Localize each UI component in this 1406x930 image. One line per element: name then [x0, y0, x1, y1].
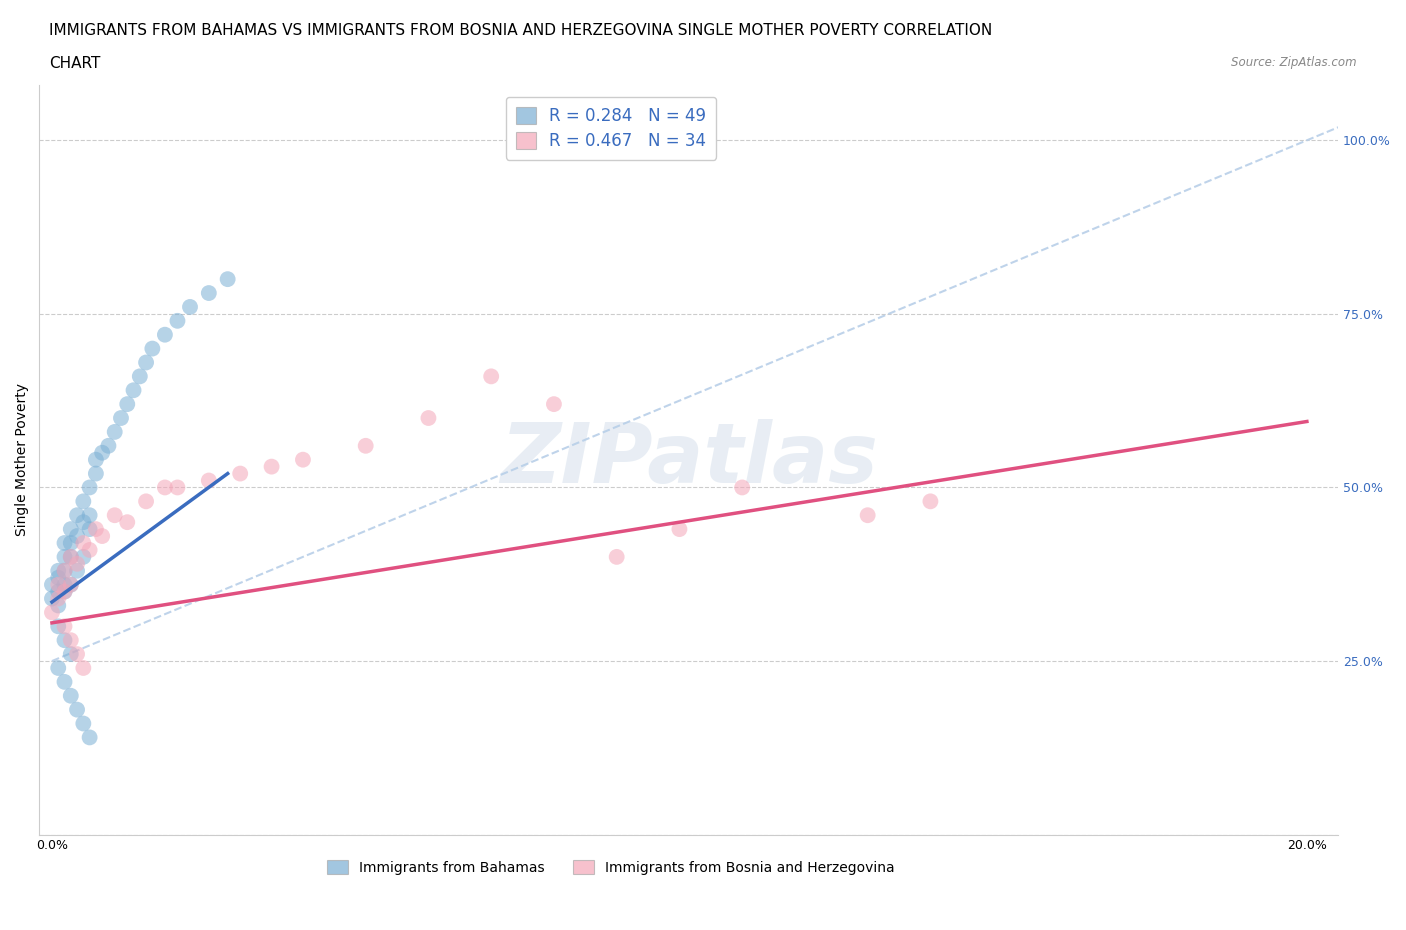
- Point: [72, 660, 94, 675]
- Text: IMMIGRANTS FROM BAHAMAS VS IMMIGRANTS FROM BOSNIA AND HERZEGOVINA SINGLE MOTHER : IMMIGRANTS FROM BAHAMAS VS IMMIGRANTS FR…: [49, 23, 993, 38]
- Point: [856, 508, 879, 523]
- Point: [153, 327, 176, 342]
- Point: [110, 410, 132, 425]
- Y-axis label: Single Mother Poverty: Single Mother Poverty: [15, 383, 30, 537]
- Point: [59, 522, 82, 537]
- Point: [84, 522, 107, 537]
- Point: [46, 598, 69, 613]
- Text: CHART: CHART: [49, 56, 101, 71]
- Point: [166, 313, 188, 328]
- Point: [291, 452, 314, 467]
- Point: [920, 494, 942, 509]
- Point: [41, 591, 63, 606]
- Point: [198, 286, 221, 300]
- Point: [135, 355, 157, 370]
- Point: [72, 514, 94, 529]
- Point: [79, 542, 101, 557]
- Point: [179, 299, 201, 314]
- Text: ZIPatlas: ZIPatlas: [501, 419, 877, 500]
- Point: [46, 570, 69, 585]
- Point: [122, 383, 145, 398]
- Point: [59, 550, 82, 565]
- Point: [46, 578, 69, 592]
- Point: [53, 632, 76, 647]
- Point: [59, 578, 82, 592]
- Point: [479, 369, 502, 384]
- Point: [59, 536, 82, 551]
- Point: [66, 508, 89, 523]
- Point: [59, 550, 82, 565]
- Point: [668, 522, 690, 537]
- Point: [731, 480, 754, 495]
- Point: [79, 480, 101, 495]
- Point: [418, 410, 440, 425]
- Point: [141, 341, 163, 356]
- Point: [128, 369, 150, 384]
- Point: [41, 578, 63, 592]
- Point: [91, 445, 114, 460]
- Point: [153, 480, 176, 495]
- Point: [66, 646, 89, 661]
- Point: [260, 459, 283, 474]
- Point: [72, 716, 94, 731]
- Point: [79, 522, 101, 537]
- Point: [59, 632, 82, 647]
- Point: [53, 564, 76, 578]
- Point: [66, 702, 89, 717]
- Point: [66, 556, 89, 571]
- Point: [72, 494, 94, 509]
- Point: [46, 564, 69, 578]
- Point: [97, 438, 120, 453]
- Point: [53, 674, 76, 689]
- Point: [46, 660, 69, 675]
- Point: [91, 528, 114, 543]
- Point: [543, 397, 565, 412]
- Point: [84, 466, 107, 481]
- Point: [59, 578, 82, 592]
- Point: [135, 494, 157, 509]
- Point: [606, 550, 628, 565]
- Point: [217, 272, 239, 286]
- Point: [66, 528, 89, 543]
- Point: [72, 550, 94, 565]
- Text: Source: ZipAtlas.com: Source: ZipAtlas.com: [1232, 56, 1357, 69]
- Point: [79, 508, 101, 523]
- Point: [59, 646, 82, 661]
- Point: [53, 618, 76, 633]
- Point: [53, 578, 76, 592]
- Point: [354, 438, 377, 453]
- Point: [53, 550, 76, 565]
- Point: [66, 564, 89, 578]
- Point: [46, 618, 69, 633]
- Point: [117, 397, 139, 412]
- Point: [59, 688, 82, 703]
- Point: [53, 536, 76, 551]
- Point: [229, 466, 252, 481]
- Point: [84, 452, 107, 467]
- Point: [41, 605, 63, 620]
- Point: [198, 473, 221, 488]
- Point: [53, 584, 76, 599]
- Legend: Immigrants from Bahamas, Immigrants from Bosnia and Herzegovina: Immigrants from Bahamas, Immigrants from…: [322, 855, 900, 880]
- Point: [166, 480, 188, 495]
- Point: [53, 584, 76, 599]
- Point: [117, 514, 139, 529]
- Point: [72, 536, 94, 551]
- Point: [104, 508, 127, 523]
- Point: [104, 424, 127, 439]
- Point: [46, 591, 69, 606]
- Point: [53, 564, 76, 578]
- Point: [79, 730, 101, 745]
- Point: [46, 584, 69, 599]
